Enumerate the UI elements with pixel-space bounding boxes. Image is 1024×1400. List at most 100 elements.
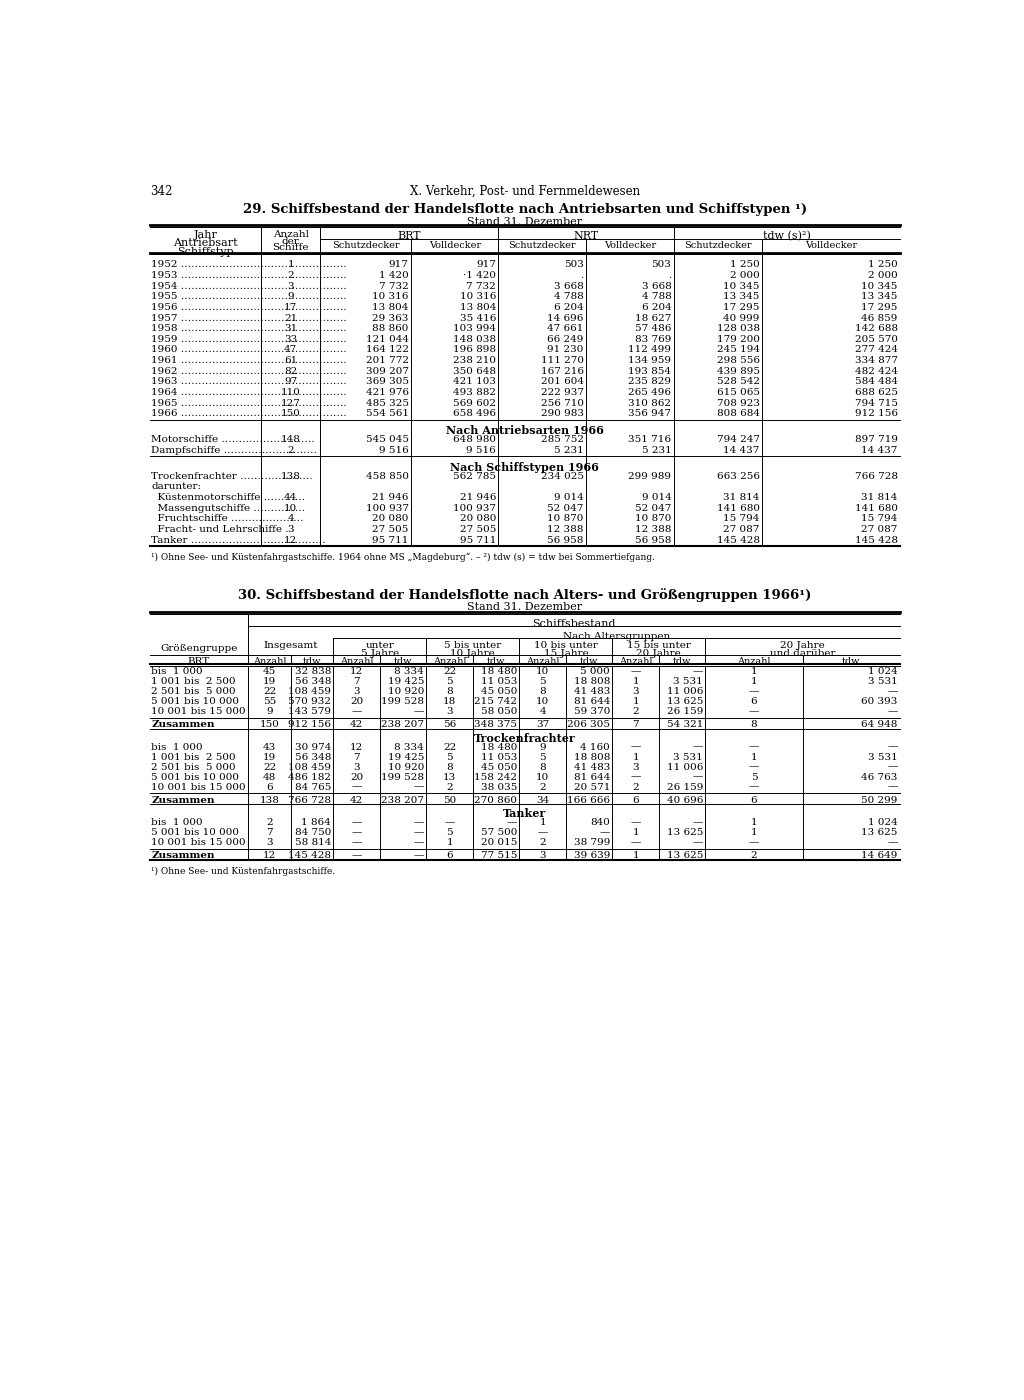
- Text: 13 625: 13 625: [667, 697, 703, 706]
- Text: 794 247: 794 247: [717, 435, 760, 444]
- Text: 7: 7: [266, 827, 272, 837]
- Text: 256 710: 256 710: [541, 399, 584, 407]
- Text: 22: 22: [263, 763, 276, 771]
- Text: X. Verkehr, Post- und Fernmeldewesen: X. Verkehr, Post- und Fernmeldewesen: [410, 185, 640, 197]
- Text: NRT: NRT: [573, 231, 599, 241]
- Text: 66 249: 66 249: [547, 335, 584, 344]
- Text: 10 345: 10 345: [861, 281, 898, 291]
- Text: 100 937: 100 937: [366, 504, 409, 512]
- Text: 5 001 bis 10 000: 5 001 bis 10 000: [152, 827, 240, 837]
- Text: Schutzdecker: Schutzdecker: [684, 241, 752, 251]
- Text: 1: 1: [751, 753, 758, 762]
- Text: 1: 1: [632, 753, 639, 762]
- Text: —: —: [507, 818, 517, 827]
- Text: 12 388: 12 388: [547, 525, 584, 533]
- Text: 134 959: 134 959: [629, 356, 672, 365]
- Text: 2: 2: [288, 445, 294, 455]
- Text: —: —: [692, 773, 703, 781]
- Text: 12: 12: [263, 851, 276, 860]
- Text: 199 528: 199 528: [381, 773, 424, 781]
- Text: 58 050: 58 050: [480, 707, 517, 717]
- Text: 10 345: 10 345: [723, 281, 760, 291]
- Text: Schiffe: Schiffe: [272, 244, 309, 252]
- Text: —: —: [887, 839, 898, 847]
- Text: 10: 10: [284, 504, 297, 512]
- Text: 15 bis unter: 15 bis unter: [627, 641, 691, 650]
- Text: —: —: [351, 827, 361, 837]
- Text: —: —: [887, 707, 898, 717]
- Text: —: —: [692, 742, 703, 752]
- Text: 663 256: 663 256: [717, 472, 760, 480]
- Text: —: —: [631, 818, 641, 827]
- Text: 61: 61: [284, 356, 297, 365]
- Text: Anzahl: Anzahl: [526, 657, 559, 666]
- Text: 270 860: 270 860: [474, 795, 517, 805]
- Text: 11 053: 11 053: [480, 678, 517, 686]
- Text: 4 788: 4 788: [641, 293, 672, 301]
- Text: 56: 56: [443, 720, 457, 729]
- Text: 110: 110: [281, 388, 301, 398]
- Text: Fracht- und Lehrschiffe .: Fracht- und Lehrschiffe .: [152, 525, 289, 533]
- Text: Tanker …………………………………: Tanker …………………………………: [152, 536, 326, 545]
- Text: 19: 19: [263, 678, 276, 686]
- Text: BRT: BRT: [397, 231, 421, 241]
- Text: tdw: tdw: [486, 657, 506, 666]
- Text: 8: 8: [751, 720, 758, 729]
- Text: —: —: [351, 707, 361, 717]
- Text: 148 038: 148 038: [454, 335, 496, 344]
- Text: 20 Jahre: 20 Jahre: [637, 648, 681, 658]
- Text: —: —: [631, 839, 641, 847]
- Text: 2: 2: [540, 783, 546, 791]
- Text: 5 231: 5 231: [554, 445, 584, 455]
- Text: 299 989: 299 989: [629, 472, 672, 480]
- Text: der: der: [282, 237, 300, 245]
- Text: 238 207: 238 207: [381, 795, 424, 805]
- Text: 145 428: 145 428: [855, 536, 898, 545]
- Text: 47 661: 47 661: [547, 325, 584, 333]
- Text: —: —: [749, 707, 759, 717]
- Text: 17 295: 17 295: [723, 302, 760, 312]
- Text: 439 895: 439 895: [717, 367, 760, 375]
- Text: —: —: [887, 687, 898, 696]
- Text: —: —: [414, 851, 424, 860]
- Text: 3: 3: [288, 281, 294, 291]
- Text: 12 388: 12 388: [635, 525, 672, 533]
- Text: 3: 3: [288, 525, 294, 533]
- Text: Volldecker: Volldecker: [604, 241, 656, 251]
- Text: 1966 …………………………………………: 1966 …………………………………………: [152, 409, 347, 419]
- Text: 4: 4: [540, 707, 546, 717]
- Text: Anzahl: Anzahl: [618, 657, 652, 666]
- Text: 15 Jahre: 15 Jahre: [544, 648, 588, 658]
- Text: 2: 2: [632, 707, 639, 717]
- Text: 6 204: 6 204: [641, 302, 672, 312]
- Text: 27 505: 27 505: [460, 525, 496, 533]
- Text: tdw: tdw: [842, 657, 860, 666]
- Text: 13 804: 13 804: [460, 302, 496, 312]
- Text: 7: 7: [353, 753, 360, 762]
- Text: 1: 1: [632, 697, 639, 706]
- Text: Zusammen: Zusammen: [152, 795, 215, 805]
- Text: bis  1 000: bis 1 000: [152, 818, 203, 827]
- Text: —: —: [749, 839, 759, 847]
- Text: 52 047: 52 047: [547, 504, 584, 512]
- Text: Insgesamt: Insgesamt: [263, 641, 318, 650]
- Text: 13 345: 13 345: [723, 293, 760, 301]
- Text: —: —: [351, 839, 361, 847]
- Text: 10: 10: [536, 697, 549, 706]
- Text: 5: 5: [446, 678, 453, 686]
- Text: 493 882: 493 882: [454, 388, 496, 398]
- Text: 27 087: 27 087: [861, 525, 898, 533]
- Text: 9 014: 9 014: [554, 493, 584, 503]
- Text: 4 160: 4 160: [581, 742, 610, 752]
- Text: 22: 22: [443, 742, 457, 752]
- Text: 3: 3: [266, 839, 272, 847]
- Text: 897 719: 897 719: [855, 435, 898, 444]
- Text: 482 424: 482 424: [855, 367, 898, 375]
- Text: 1: 1: [632, 827, 639, 837]
- Text: 141 680: 141 680: [855, 504, 898, 512]
- Text: 421 103: 421 103: [454, 377, 496, 386]
- Text: 10 001 bis 15 000: 10 001 bis 15 000: [152, 707, 246, 717]
- Text: 3: 3: [632, 763, 639, 771]
- Text: 5: 5: [540, 678, 546, 686]
- Text: 150: 150: [259, 720, 280, 729]
